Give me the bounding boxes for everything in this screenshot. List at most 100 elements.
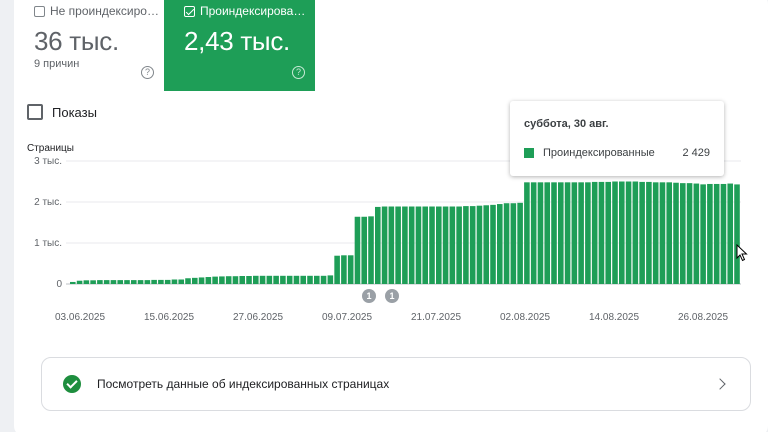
indexed-bar[interactable]	[273, 275, 279, 284]
indexed-bar[interactable]	[266, 275, 273, 284]
indexed-bar[interactable]	[381, 206, 388, 284]
indexed-bar[interactable]	[110, 280, 117, 285]
indexed-tile[interactable]: Проиндексирова… 2,43 тыс. ?	[164, 0, 315, 91]
indexed-bar[interactable]	[124, 280, 130, 285]
indexed-bar[interactable]	[503, 203, 510, 284]
indexed-bar[interactable]	[646, 181, 652, 284]
indexed-bar[interactable]	[578, 182, 584, 284]
indexed-pages-link[interactable]: Посмотреть данные об индексированных стр…	[41, 357, 751, 411]
indexed-bar[interactable]	[612, 181, 618, 285]
indexed-bar[interactable]	[402, 206, 408, 284]
indexed-bar[interactable]	[171, 279, 178, 284]
indexed-bar[interactable]	[713, 183, 720, 284]
indexed-bar[interactable]	[510, 203, 517, 284]
indexed-bar[interactable]	[490, 204, 496, 284]
indexed-bar[interactable]	[253, 275, 259, 284]
indexed-bar[interactable]	[720, 183, 727, 284]
indexed-bar[interactable]	[375, 206, 381, 284]
help-icon[interactable]: ?	[141, 66, 154, 79]
not-indexed-checkbox[interactable]	[34, 5, 45, 17]
impressions-toggle[interactable]: Показы	[27, 104, 97, 120]
indexed-bar[interactable]	[314, 275, 320, 284]
indexed-bar[interactable]	[103, 280, 110, 285]
indexed-bar[interactable]	[585, 182, 591, 284]
annotation-marker[interactable]: 1	[362, 289, 376, 303]
indexed-bar[interactable]	[619, 181, 625, 285]
indexed-bar[interactable]	[164, 279, 171, 284]
indexed-bar[interactable]	[666, 182, 673, 284]
indexed-bar[interactable]	[225, 276, 232, 284]
indexed-bar[interactable]	[137, 280, 144, 285]
indexed-bar[interactable]	[652, 182, 659, 284]
indexed-bar[interactable]	[707, 183, 713, 284]
indexed-bar[interactable]	[686, 183, 693, 284]
indexed-bar[interactable]	[673, 182, 679, 284]
indexed-bar[interactable]	[97, 280, 103, 285]
indexed-bar[interactable]	[463, 206, 469, 284]
indexed-bar[interactable]	[693, 183, 700, 284]
indexed-bar[interactable]	[90, 280, 96, 284]
indexed-bar[interactable]	[659, 182, 666, 284]
indexed-bar[interactable]	[727, 183, 734, 284]
indexed-bar[interactable]	[341, 255, 347, 284]
indexed-bar[interactable]	[395, 206, 401, 284]
indexed-bar[interactable]	[639, 181, 645, 284]
indexed-bar[interactable]	[293, 275, 300, 284]
indexed-bar[interactable]	[564, 182, 571, 284]
indexed-bar[interactable]	[239, 276, 246, 284]
indexed-bar[interactable]	[483, 205, 490, 284]
indexed-bar[interactable]	[537, 182, 544, 284]
indexed-bar[interactable]	[734, 184, 740, 284]
indexed-bar[interactable]	[131, 280, 137, 285]
indexed-bar[interactable]	[232, 276, 239, 284]
indexed-bar[interactable]	[70, 281, 76, 284]
indexed-bar[interactable]	[571, 182, 578, 284]
indexed-bar[interactable]	[625, 181, 632, 285]
indexed-bar[interactable]	[354, 216, 361, 284]
indexed-bar[interactable]	[185, 278, 191, 284]
indexed-bar[interactable]	[83, 280, 90, 284]
indexed-bar[interactable]	[280, 275, 286, 284]
indexed-bar[interactable]	[476, 205, 483, 284]
indexed-bar[interactable]	[436, 206, 442, 284]
indexed-bar[interactable]	[558, 182, 564, 284]
indexed-bar[interactable]	[117, 280, 124, 285]
indexed-bar[interactable]	[361, 216, 368, 284]
indexed-bar[interactable]	[530, 182, 537, 284]
indexed-bar[interactable]	[429, 206, 435, 284]
indexed-bar[interactable]	[598, 181, 605, 284]
indexed-bar[interactable]	[469, 206, 476, 284]
indexed-bar[interactable]	[300, 275, 307, 284]
indexed-bar[interactable]	[408, 206, 415, 284]
indexed-bar[interactable]	[286, 275, 293, 284]
indexed-bar[interactable]	[178, 279, 185, 284]
indexed-bar[interactable]	[151, 279, 157, 284]
indexed-bar[interactable]	[368, 216, 374, 284]
indexed-bar[interactable]	[632, 181, 639, 285]
help-icon[interactable]: ?	[292, 66, 305, 79]
indexed-bar[interactable]	[591, 181, 598, 284]
indexed-checkbox[interactable]	[184, 5, 195, 17]
indexed-bar[interactable]	[449, 206, 456, 284]
indexed-bar[interactable]	[76, 280, 83, 284]
indexed-bar[interactable]	[517, 202, 523, 284]
indexed-bar[interactable]	[415, 206, 422, 284]
indexed-bar[interactable]	[158, 279, 164, 284]
indexed-bar[interactable]	[456, 206, 462, 284]
indexed-bar[interactable]	[497, 204, 503, 284]
indexed-bar[interactable]	[246, 276, 252, 284]
indexed-bar[interactable]	[259, 275, 266, 284]
indexed-bar[interactable]	[198, 277, 205, 284]
indexed-bar[interactable]	[442, 206, 449, 284]
indexed-bar[interactable]	[524, 182, 530, 284]
indexed-bar[interactable]	[307, 275, 313, 284]
indexed-bar[interactable]	[347, 255, 354, 284]
annotation-marker[interactable]: 1	[385, 289, 399, 303]
not-indexed-tile[interactable]: Не проиндексиро… 36 тыс. 9 причин ?	[14, 0, 164, 91]
indexed-bar[interactable]	[700, 184, 706, 284]
indexed-bar[interactable]	[320, 275, 327, 284]
indexed-bar[interactable]	[144, 280, 151, 285]
indexed-bar[interactable]	[544, 182, 551, 284]
indexed-bar[interactable]	[605, 181, 612, 284]
